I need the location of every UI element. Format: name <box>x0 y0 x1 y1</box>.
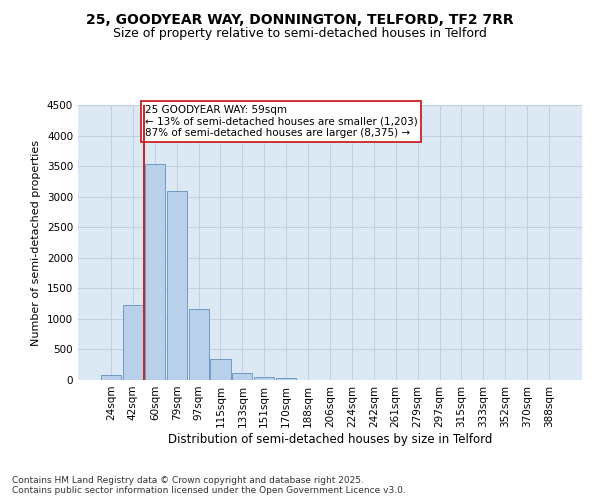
Text: 25, GOODYEAR WAY, DONNINGTON, TELFORD, TF2 7RR: 25, GOODYEAR WAY, DONNINGTON, TELFORD, T… <box>86 12 514 26</box>
Bar <box>188 309 209 380</box>
Bar <box>145 164 165 380</box>
Bar <box>167 190 187 380</box>
Text: Contains HM Land Registry data © Crown copyright and database right 2025.
Contai: Contains HM Land Registry data © Crown c… <box>12 476 406 495</box>
Bar <box>123 306 143 380</box>
Bar <box>211 358 230 380</box>
Y-axis label: Number of semi-detached properties: Number of semi-detached properties <box>31 140 41 346</box>
X-axis label: Distribution of semi-detached houses by size in Telford: Distribution of semi-detached houses by … <box>168 432 492 446</box>
Text: Size of property relative to semi-detached houses in Telford: Size of property relative to semi-detach… <box>113 28 487 40</box>
Bar <box>101 374 121 380</box>
Text: 25 GOODYEAR WAY: 59sqm
← 13% of semi-detached houses are smaller (1,203)
87% of : 25 GOODYEAR WAY: 59sqm ← 13% of semi-det… <box>145 105 418 138</box>
Bar <box>254 376 274 380</box>
Bar <box>232 374 253 380</box>
Bar <box>276 378 296 380</box>
